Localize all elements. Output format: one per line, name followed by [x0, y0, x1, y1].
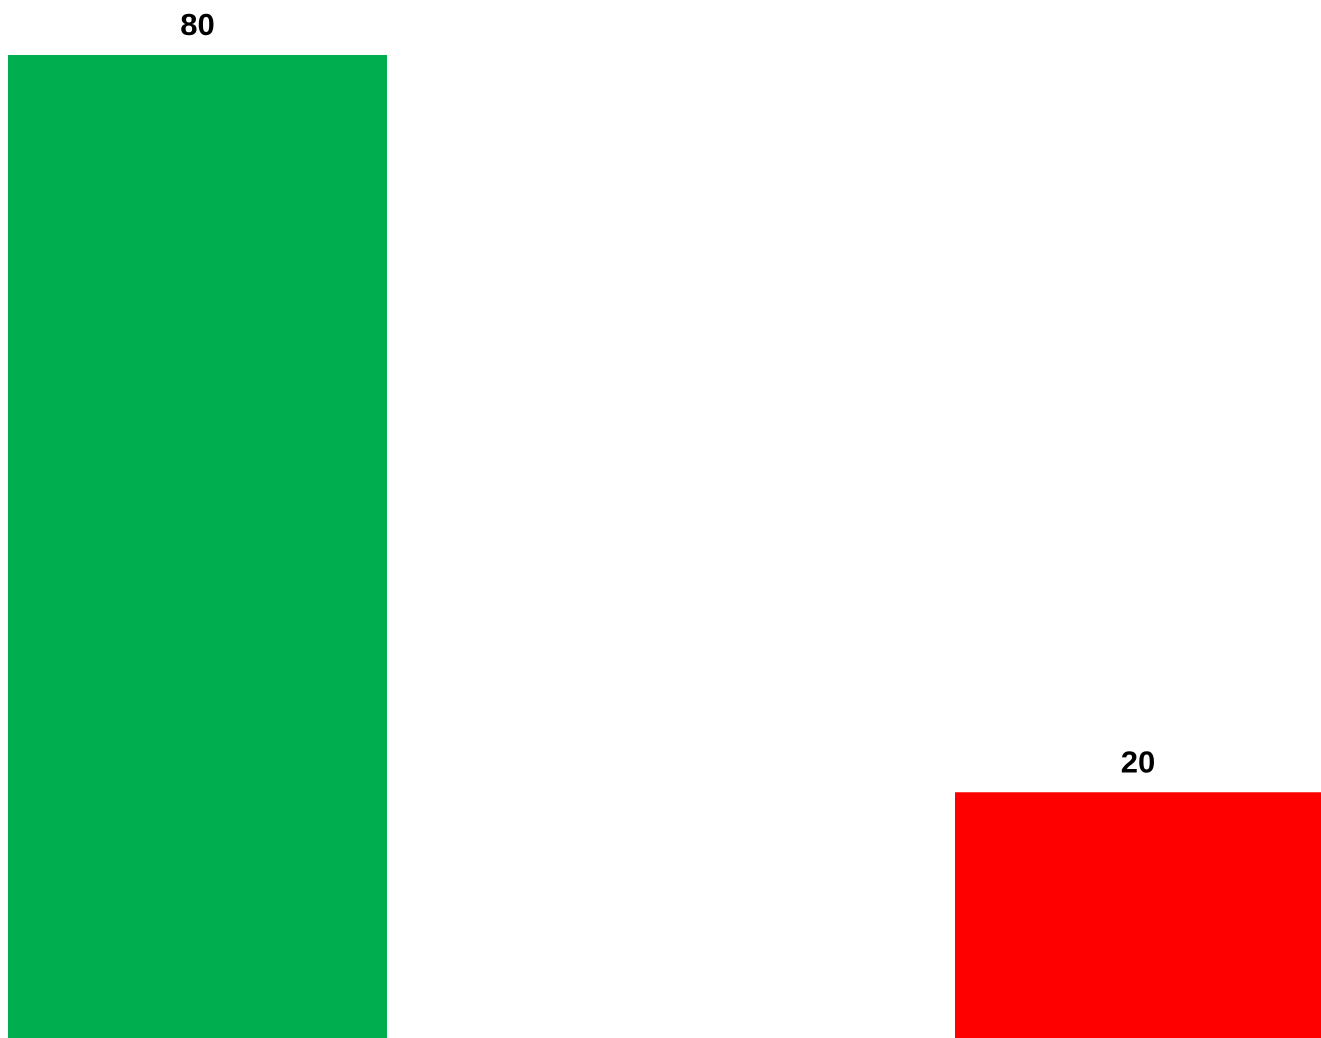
bar-1-value-label: 80 — [180, 7, 214, 42]
bar-2-value-label: 20 — [1121, 744, 1155, 779]
bar-1 — [8, 55, 387, 1038]
bar-2 — [955, 792, 1321, 1038]
bars-group — [8, 55, 1321, 1038]
data-labels-group: 80 20 — [180, 7, 1155, 779]
